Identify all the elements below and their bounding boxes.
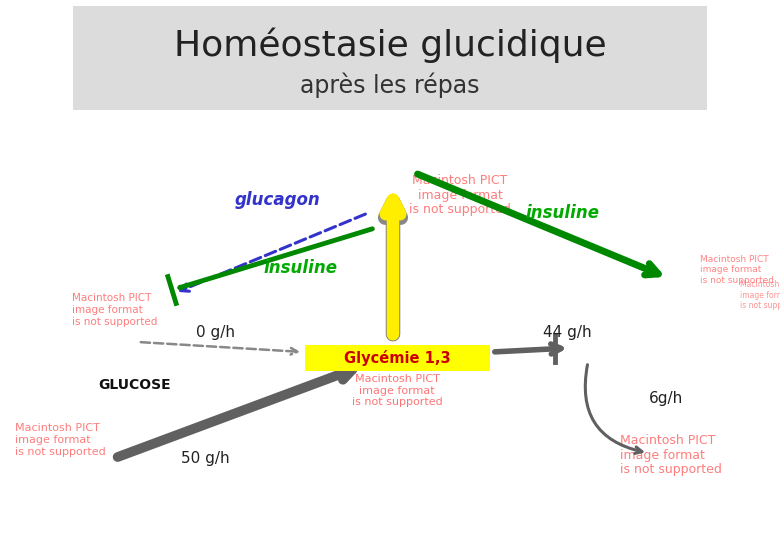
Text: 0 g/h: 0 g/h bbox=[196, 326, 235, 341]
FancyBboxPatch shape bbox=[305, 345, 490, 371]
Text: 50 g/h: 50 g/h bbox=[181, 450, 229, 465]
Text: Homéostasie glucidique: Homéostasie glucidique bbox=[174, 27, 606, 63]
Text: après les répas: après les répas bbox=[300, 72, 480, 98]
Text: Macintosh PICT
image format
is not supported: Macintosh PICT image format is not suppo… bbox=[352, 374, 442, 407]
FancyBboxPatch shape bbox=[73, 6, 707, 110]
Text: Macintosh PICT
image format
is not supported: Macintosh PICT image format is not suppo… bbox=[620, 434, 722, 476]
Text: Glycémie 1,3: Glycémie 1,3 bbox=[344, 350, 450, 366]
Text: 44 g/h: 44 g/h bbox=[543, 326, 591, 341]
Text: Macintosh PICT
image format
is not supported: Macintosh PICT image format is not suppo… bbox=[72, 293, 158, 327]
Text: glucagon: glucagon bbox=[234, 191, 320, 209]
Text: Macintosh PICT
image format
is not supported: Macintosh PICT image format is not suppo… bbox=[740, 280, 780, 310]
Text: Macintosh PICT
image format
is not supported: Macintosh PICT image format is not suppo… bbox=[15, 423, 106, 457]
Text: 6g/h: 6g/h bbox=[649, 390, 683, 406]
Text: Macintosh PICT
image format
is not supported: Macintosh PICT image format is not suppo… bbox=[700, 255, 774, 285]
Text: insuline: insuline bbox=[525, 204, 599, 222]
Text: Macintosh PICT
image format
is not supported: Macintosh PICT image format is not suppo… bbox=[409, 173, 511, 217]
Text: insuline: insuline bbox=[263, 259, 337, 277]
Text: GLUCOSE: GLUCOSE bbox=[99, 378, 172, 392]
